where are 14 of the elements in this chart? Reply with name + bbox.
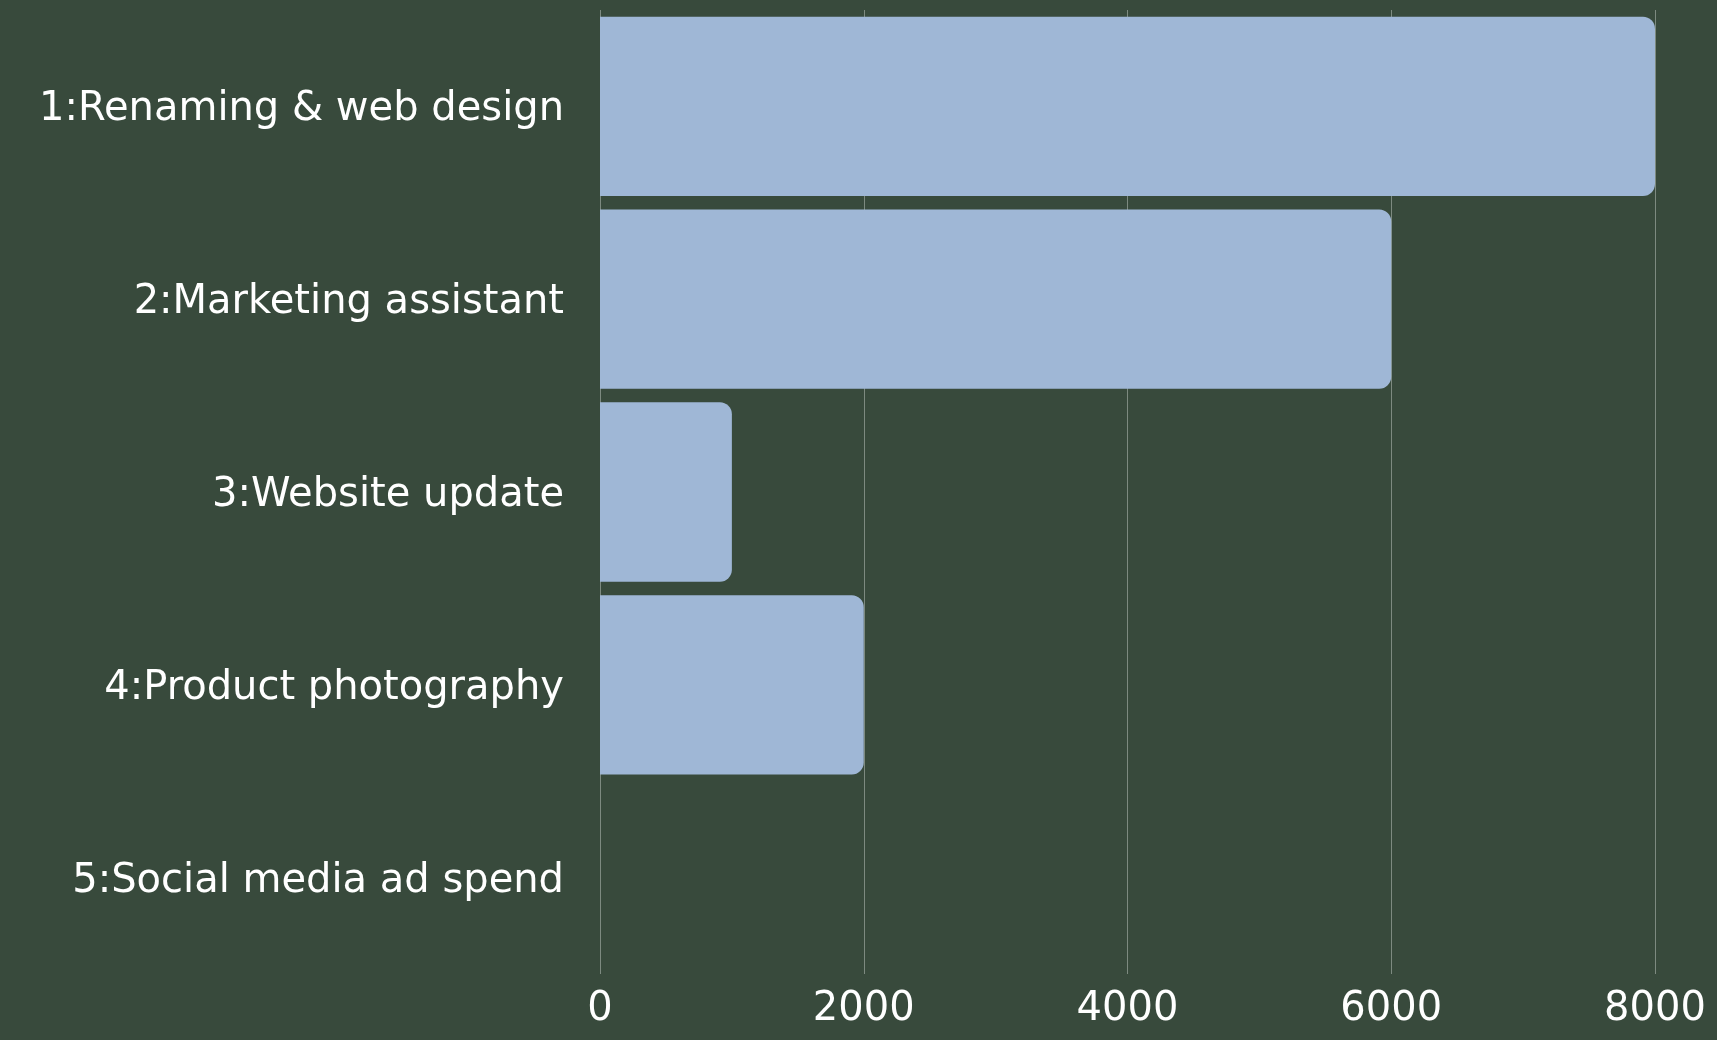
bar: [600, 16, 1655, 197]
x-tick-label: 0: [587, 983, 613, 1029]
x-tick-label: 2000: [812, 983, 915, 1029]
y-tick-label: 3:Website update: [211, 469, 564, 515]
y-tick-label: 1:Renaming & web design: [39, 83, 564, 130]
x-tick-label: 4000: [1076, 983, 1179, 1029]
bar: [600, 402, 732, 582]
bar: [600, 595, 864, 775]
x-tick-label: 6000: [1340, 983, 1443, 1029]
y-tick-label: 5:Social media ad spend: [72, 854, 564, 901]
y-tick-label: 4:Product photography: [104, 661, 564, 708]
x-tick-label: 8000: [1604, 983, 1706, 1029]
bar: [600, 209, 1392, 389]
y-tick-label: 2:Marketing assistant: [133, 276, 564, 323]
